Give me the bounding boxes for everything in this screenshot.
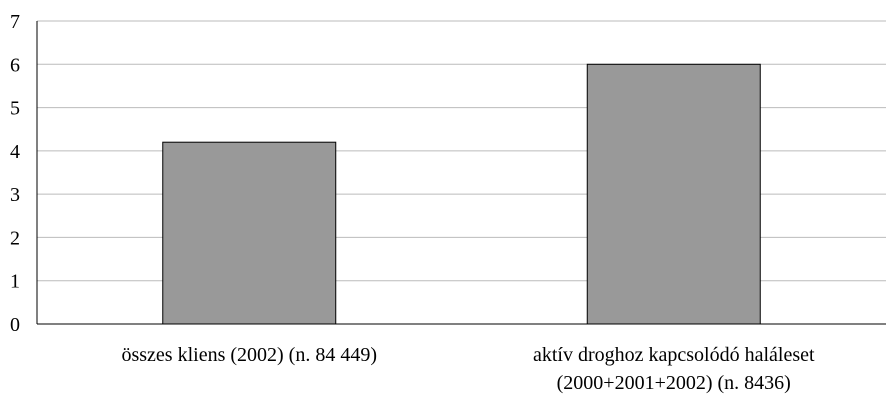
bar bbox=[586, 63, 761, 325]
x-category-label: (2000+2001+2002) (n. 8436) bbox=[557, 372, 791, 394]
x-category-label: összes kliens (2002) (n. 84 449) bbox=[121, 344, 377, 366]
y-tick-labels: 0 1 2 3 4 5 6 7 bbox=[10, 11, 20, 336]
y-tick-label: 0 bbox=[10, 314, 20, 336]
y-tick-label: 4 bbox=[10, 141, 20, 163]
y-tick-label: 2 bbox=[10, 227, 20, 249]
y-tick-label: 3 bbox=[10, 184, 20, 206]
x-category-labels: összes kliens (2002) (n. 84 449) aktív dr… bbox=[121, 344, 814, 394]
y-tick-label: 1 bbox=[10, 271, 20, 293]
y-tick-label: 6 bbox=[10, 54, 20, 76]
bar bbox=[162, 141, 337, 325]
y-tick-label: 7 bbox=[10, 11, 20, 33]
axes bbox=[36, 21, 886, 325]
x-category-label: aktív droghoz kapcsolódó haláleset bbox=[533, 344, 815, 366]
y-tick-label: 5 bbox=[10, 98, 20, 120]
bars bbox=[162, 63, 761, 325]
